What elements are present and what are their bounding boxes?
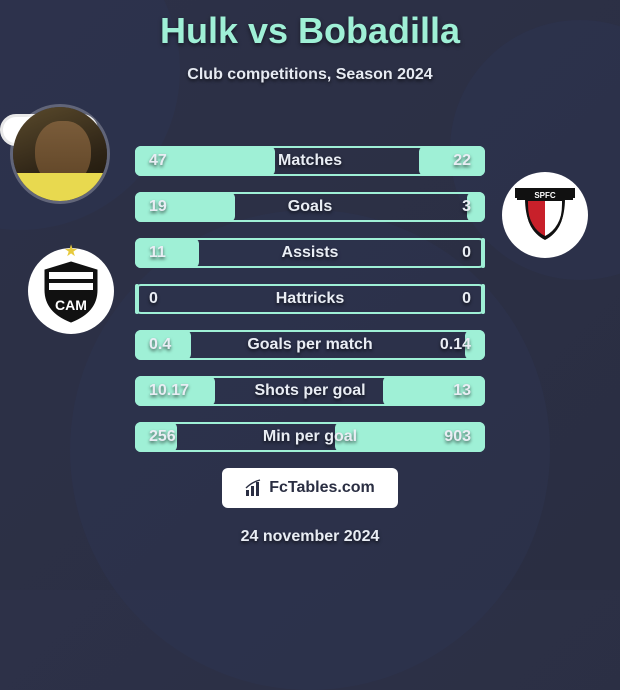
spfc-badge: SPFC xyxy=(502,172,588,258)
stat-row: 256903Min per goal xyxy=(135,422,485,452)
club-badge-right: SPFC xyxy=(502,172,588,258)
stat-row: 00Hattricks xyxy=(135,284,485,314)
shield-icon: SPFC xyxy=(513,184,577,242)
stat-label: Matches xyxy=(135,152,485,170)
comparison-panel: ★ CAM SPFC 4722Matches 193Goals 110Assists… xyxy=(0,114,620,508)
stat-label: Goals per match xyxy=(135,336,485,354)
stat-label: Min per goal xyxy=(135,428,485,446)
chart-icon xyxy=(245,479,263,497)
stat-label: Goals xyxy=(135,198,485,216)
stat-row: 0.40.14Goals per match xyxy=(135,330,485,360)
shield-icon: CAM xyxy=(41,260,101,324)
atletico-badge: ★ CAM xyxy=(28,248,114,334)
club-badge-left: ★ CAM xyxy=(28,248,114,334)
photo-placeholder xyxy=(13,107,107,201)
subtitle: Club competitions, Season 2024 xyxy=(0,66,620,84)
stat-label: Assists xyxy=(135,244,485,262)
stat-row: 193Goals xyxy=(135,192,485,222)
player-left-photo xyxy=(10,104,110,204)
svg-text:SPFC: SPFC xyxy=(534,191,556,200)
brand-text: FcTables.com xyxy=(269,479,375,497)
date-label: 24 november 2024 xyxy=(0,528,620,546)
stat-rows: 4722Matches 193Goals 110Assists 00Hattricks… xyxy=(135,146,485,452)
jersey-shape xyxy=(13,173,107,201)
svg-text:CAM: CAM xyxy=(55,297,87,313)
stat-label: Hattricks xyxy=(135,290,485,308)
stat-label: Shots per goal xyxy=(135,382,485,400)
stat-row: 110Assists xyxy=(135,238,485,268)
stat-row: 10.1713Shots per goal xyxy=(135,376,485,406)
star-icon: ★ xyxy=(64,241,78,261)
stat-row: 4722Matches xyxy=(135,146,485,176)
brand-badge: FcTables.com xyxy=(222,468,398,508)
page-title: Hulk vs Bobadilla xyxy=(0,10,620,52)
